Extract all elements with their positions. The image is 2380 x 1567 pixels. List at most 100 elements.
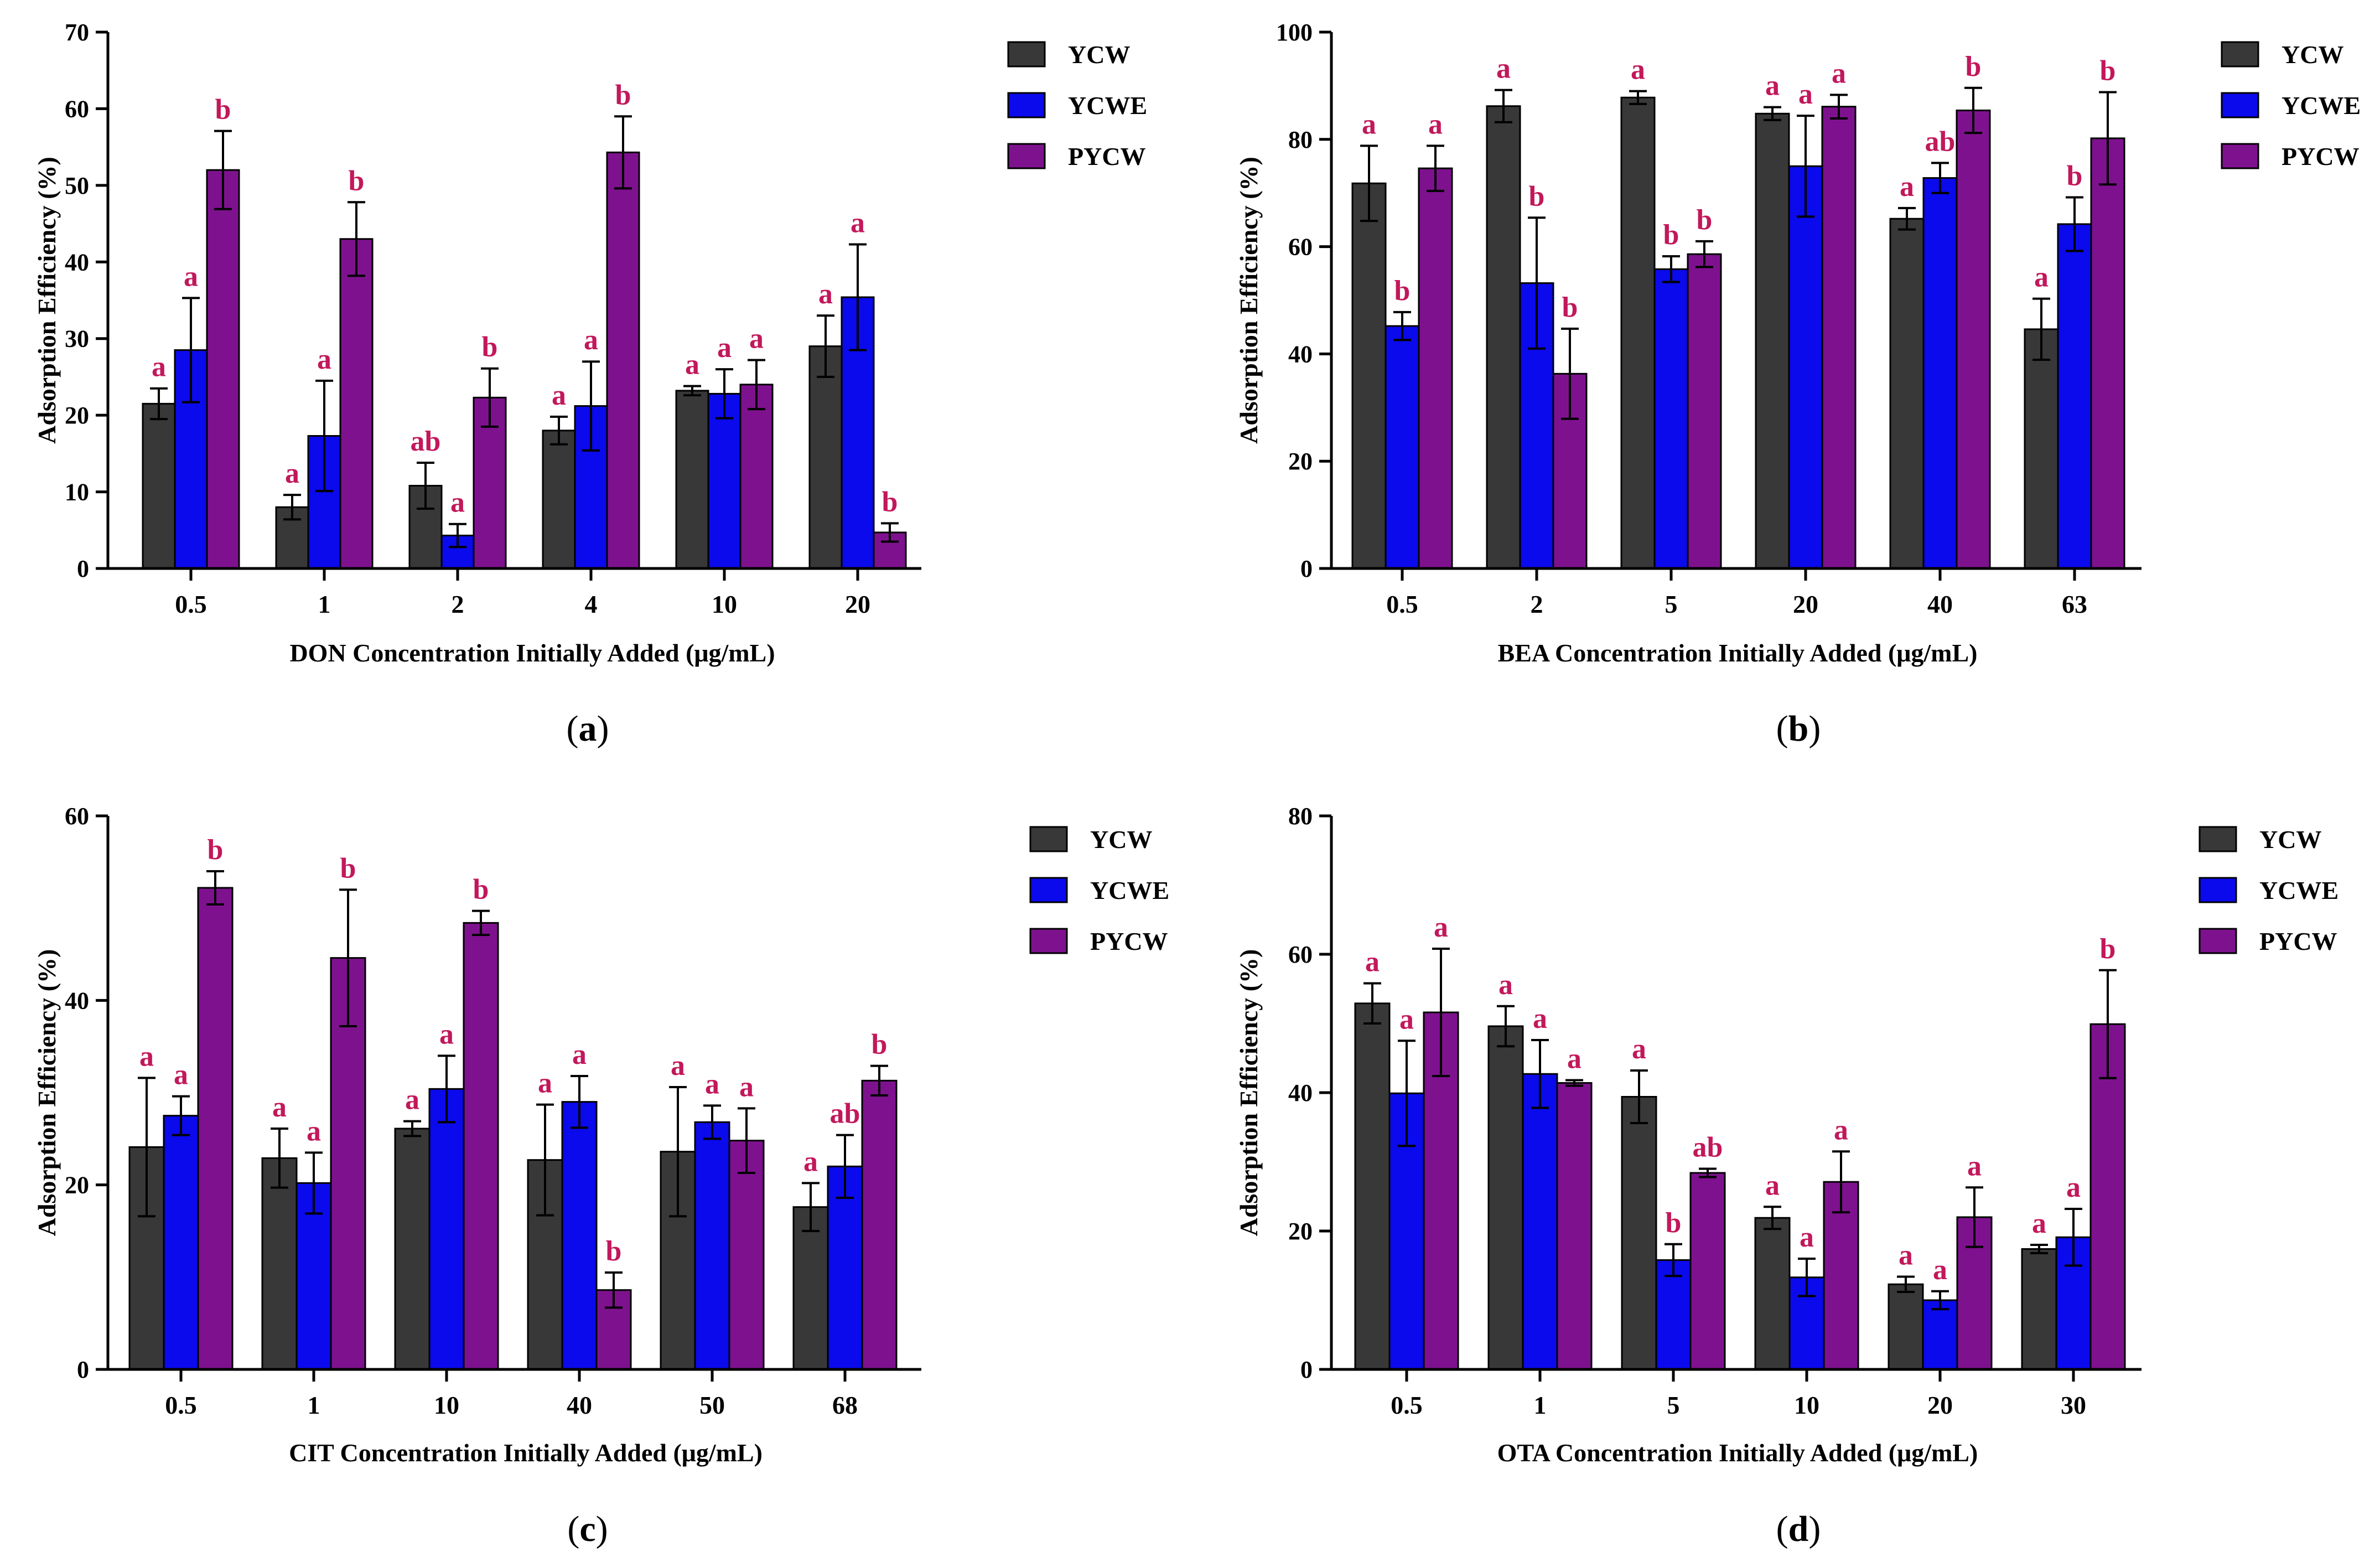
y-tick-label: 30 bbox=[65, 325, 89, 353]
y-axis-label: Adsorption Efficiency (%) bbox=[1235, 157, 1263, 444]
significance-label: a bbox=[705, 1068, 719, 1100]
legend-label-pycw: PYCW bbox=[1068, 142, 1146, 170]
significance-label: b bbox=[349, 165, 365, 196]
x-tick-label: 0.5 bbox=[165, 1391, 197, 1419]
y-tick-label: 0 bbox=[77, 1356, 89, 1383]
y-tick-label: 20 bbox=[65, 402, 89, 429]
bar-pycw bbox=[339, 238, 374, 570]
significance-label: b bbox=[1697, 204, 1713, 236]
significance-label: a bbox=[1899, 1240, 1913, 1271]
significance-label: a bbox=[2066, 1172, 2081, 1203]
legend-label-pycw: PYCW bbox=[1090, 927, 1168, 955]
x-axis-label: OTA Concentration Initially Added (μg/mL… bbox=[1497, 1439, 1978, 1467]
legend-swatch-ycw bbox=[2221, 41, 2259, 68]
legend-swatch-ycw bbox=[1029, 826, 1068, 852]
panel-caption: (b) bbox=[1776, 708, 1821, 749]
x-tick-label: 4 bbox=[585, 590, 598, 618]
y-tick-label: 60 bbox=[65, 95, 89, 122]
significance-label: b bbox=[872, 1029, 888, 1061]
bar-ycwe bbox=[163, 1115, 199, 1371]
y-axis-label: Adsorption Efficiency (%) bbox=[33, 949, 61, 1237]
significance-label: a bbox=[1533, 1003, 1547, 1035]
legend-swatch-ycwe bbox=[2221, 92, 2259, 118]
significance-label: a bbox=[1567, 1043, 1582, 1075]
significance-label: a bbox=[272, 1092, 287, 1123]
bar-ycwe bbox=[1788, 165, 1823, 570]
significance-label: a bbox=[184, 261, 198, 292]
bar-ycwe bbox=[2057, 223, 2092, 570]
bar-pycw bbox=[728, 1140, 765, 1371]
bar-pycw bbox=[861, 1079, 898, 1371]
significance-label: a bbox=[1362, 108, 1376, 140]
x-tick-label: 10 bbox=[1794, 1391, 1819, 1419]
bar-ycw bbox=[1754, 1217, 1791, 1371]
x-tick-label: 20 bbox=[1927, 1391, 1953, 1419]
y-tick-label: 20 bbox=[1288, 1218, 1313, 1245]
significance-label: b bbox=[208, 834, 224, 866]
significance-label: a bbox=[1933, 1254, 1947, 1286]
bar-ycw bbox=[261, 1157, 298, 1371]
x-tick-label: 1 bbox=[308, 1391, 320, 1419]
legend-swatch-ycw bbox=[2198, 826, 2237, 852]
x-tick-label: 5 bbox=[1667, 1391, 1680, 1419]
bar-ycw bbox=[142, 402, 176, 570]
significance-label: ab bbox=[830, 1098, 860, 1130]
bar-pycw bbox=[1956, 109, 1991, 570]
bar-ycwe bbox=[1653, 268, 1689, 570]
significance-label: a bbox=[1498, 969, 1513, 1001]
significance-label: b bbox=[1966, 51, 1982, 82]
significance-label: b bbox=[1666, 1207, 1682, 1239]
panel-caption: (a) bbox=[567, 708, 609, 749]
significance-label: a bbox=[1365, 947, 1380, 978]
significance-label: a bbox=[851, 207, 865, 239]
bar-ycw bbox=[1888, 1283, 1924, 1371]
bar-pycw bbox=[1418, 167, 1453, 570]
x-tick-label: 63 bbox=[2062, 590, 2087, 618]
panel-caption: (d) bbox=[1776, 1509, 1821, 1549]
y-tick-label: 40 bbox=[65, 987, 89, 1014]
significance-label: a bbox=[749, 323, 764, 354]
significance-label: a bbox=[685, 349, 699, 381]
legend-swatch-ycwe bbox=[2198, 877, 2237, 903]
legend-label-pycw: PYCW bbox=[2259, 927, 2337, 955]
significance-label: a bbox=[572, 1039, 587, 1070]
x-tick-label: 1 bbox=[1534, 1391, 1547, 1419]
significance-label: a bbox=[439, 1018, 454, 1050]
y-tick-label: 100 bbox=[1276, 19, 1313, 46]
significance-label: b bbox=[1663, 219, 1679, 251]
bar-ycwe bbox=[1922, 1299, 1958, 1371]
significance-label: b bbox=[882, 486, 898, 518]
significance-label: a bbox=[1631, 54, 1645, 86]
significance-label: ab bbox=[1693, 1132, 1723, 1163]
legend-label-ycwe: YCWE bbox=[2259, 876, 2338, 904]
y-tick-label: 20 bbox=[1288, 448, 1313, 475]
significance-label: a bbox=[1798, 79, 1813, 110]
significance-label: b bbox=[340, 852, 356, 884]
x-tick-label: 40 bbox=[1927, 590, 1953, 618]
significance-label: a bbox=[317, 344, 331, 375]
y-tick-label: 80 bbox=[1288, 803, 1313, 830]
legend-swatch-pycw bbox=[1029, 928, 1068, 954]
bar-pycw bbox=[1821, 106, 1857, 570]
significance-label: a bbox=[739, 1071, 754, 1103]
significance-label: a bbox=[1428, 108, 1443, 140]
bar-ycw bbox=[1620, 96, 1656, 570]
y-axis-label: Adsorption Efficiency (%) bbox=[33, 157, 61, 444]
significance-label: ab bbox=[1925, 126, 1956, 157]
significance-label: b bbox=[2100, 933, 2116, 965]
bar-ycw bbox=[1889, 218, 1925, 570]
x-axis-label: DON Concentration Initially Added (μg/mL… bbox=[289, 639, 775, 667]
bar-pycw bbox=[739, 384, 774, 570]
significance-label: a bbox=[139, 1041, 154, 1072]
significance-label: a bbox=[818, 278, 833, 310]
bar-pycw bbox=[1556, 1082, 1593, 1371]
bar-ycw bbox=[1621, 1096, 1657, 1371]
legend-swatch-ycwe bbox=[1029, 877, 1068, 903]
significance-label: b bbox=[2100, 55, 2116, 87]
significance-label: a bbox=[717, 332, 732, 364]
x-tick-label: 20 bbox=[1793, 590, 1818, 618]
